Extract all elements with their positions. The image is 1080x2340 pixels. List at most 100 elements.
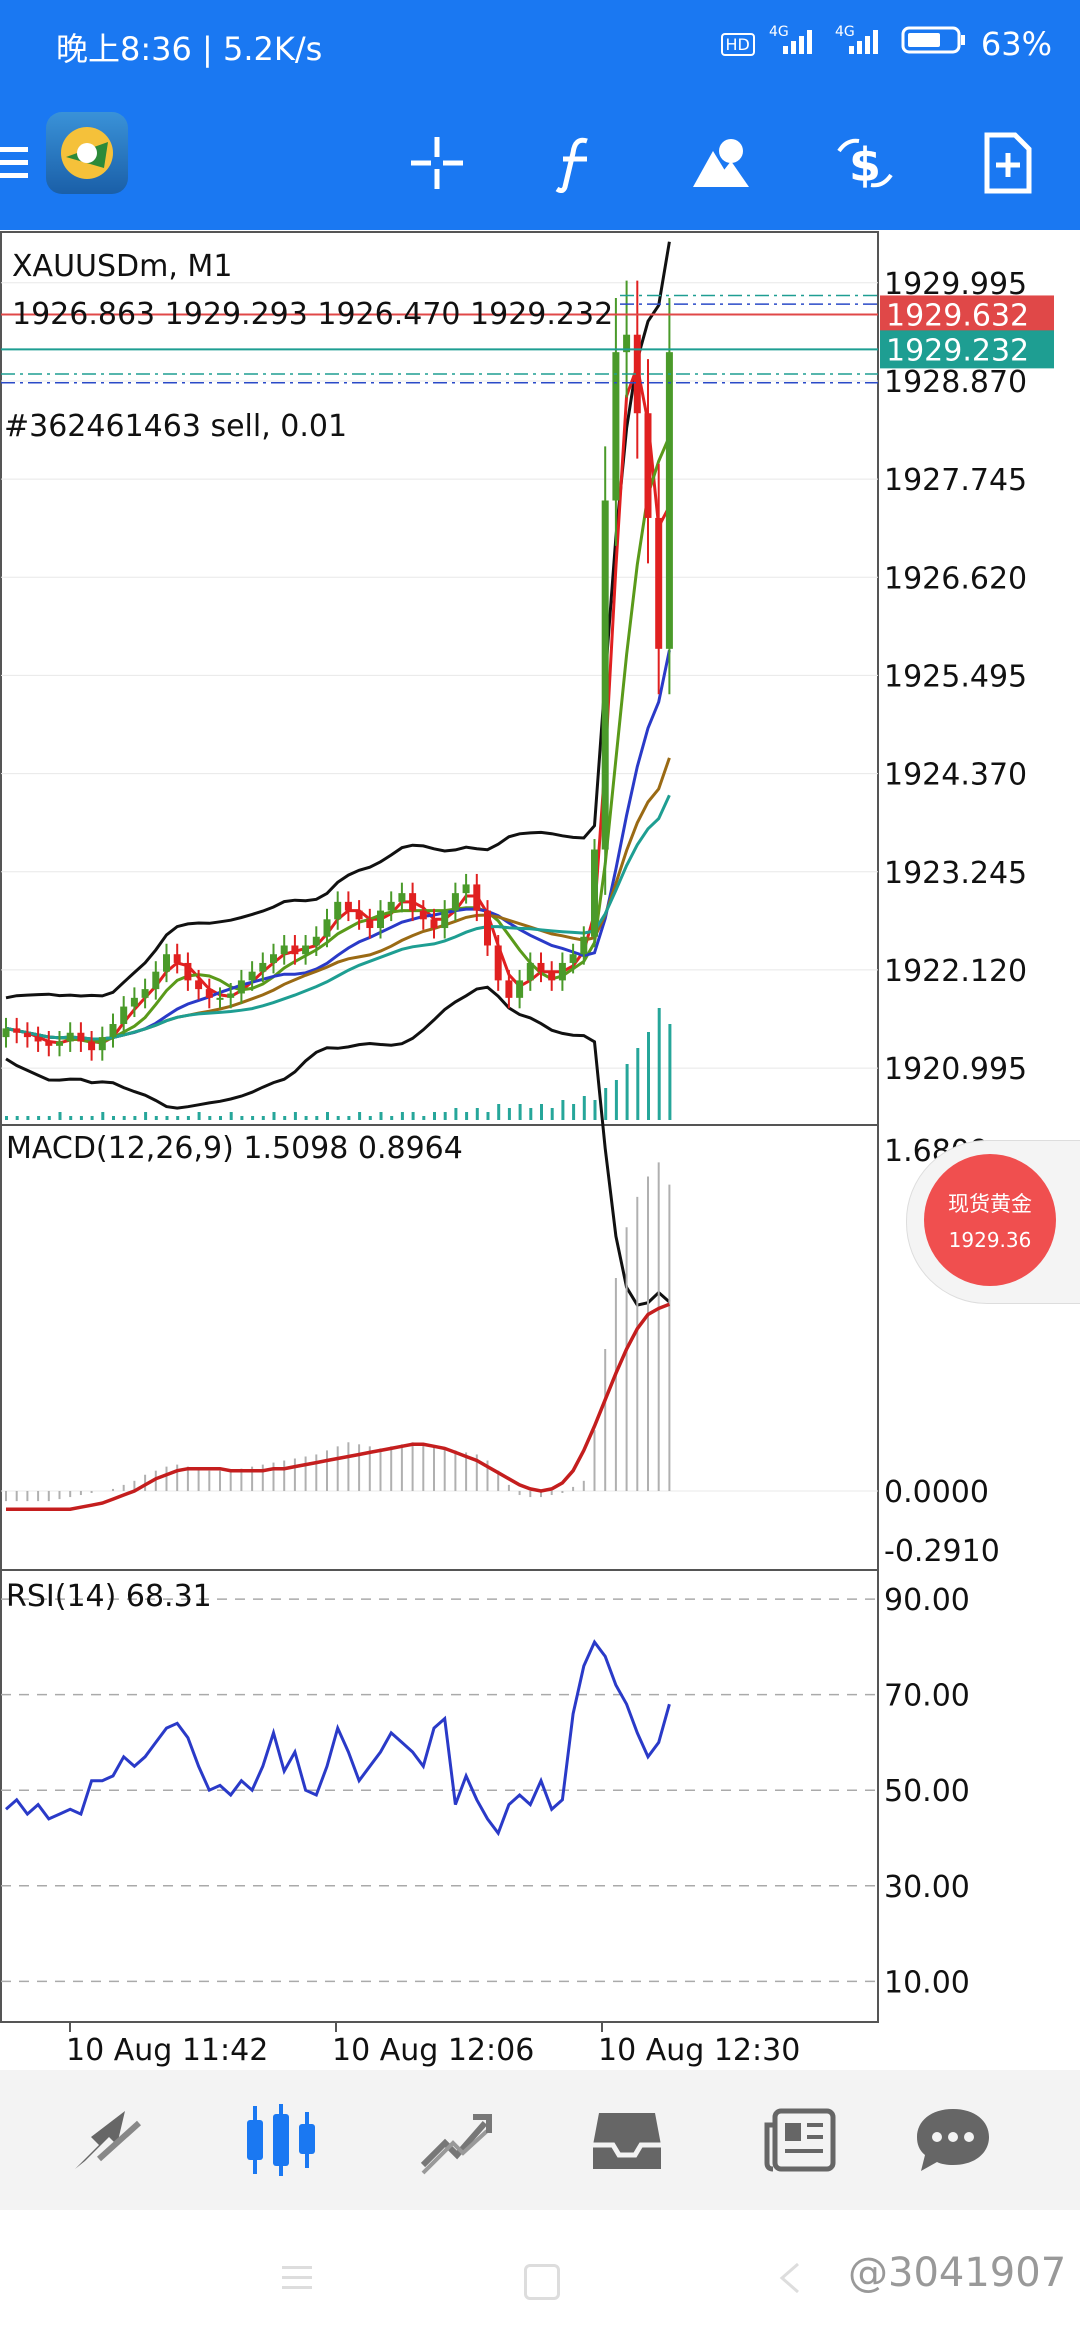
volume-bar bbox=[615, 1080, 618, 1120]
volume-bar bbox=[540, 1104, 543, 1120]
candle bbox=[3, 1028, 10, 1037]
time-tick-label: 10 Aug 12:06 bbox=[332, 2033, 534, 2068]
volume-bar bbox=[37, 1116, 40, 1120]
candle bbox=[431, 919, 438, 928]
nav-news[interactable] bbox=[746, 2090, 856, 2190]
candle bbox=[324, 919, 331, 936]
candle bbox=[56, 1041, 63, 1045]
candle bbox=[645, 413, 652, 518]
price-axis: 1929.995 1928.870 1927.745 1926.620 1925.495… bbox=[884, 267, 1027, 1087]
price-marker-label: 1929.232 bbox=[886, 333, 1029, 368]
price-tick-label: 1926.620 bbox=[884, 561, 1027, 596]
candle bbox=[356, 911, 363, 920]
home-icon[interactable] bbox=[524, 2264, 560, 2300]
rsi-axis: 90.0070.0050.0030.0010.00 bbox=[884, 1583, 970, 2000]
candle bbox=[559, 963, 566, 980]
chart-symbol-title: XAUUSDm, M1 bbox=[12, 249, 232, 284]
app-logo-icon[interactable] bbox=[46, 112, 128, 194]
candle bbox=[195, 980, 202, 989]
menu-icon[interactable] bbox=[0, 144, 28, 184]
candle bbox=[302, 945, 309, 954]
rsi-tick-label: 50.00 bbox=[884, 1774, 970, 1809]
volume-bar bbox=[16, 1116, 19, 1120]
volume-bar bbox=[112, 1116, 115, 1120]
candle bbox=[527, 963, 534, 980]
volume-bar bbox=[529, 1108, 532, 1120]
system-navigation-bar: @3041907 bbox=[0, 2210, 1080, 2340]
volume-bar bbox=[5, 1116, 8, 1120]
candle bbox=[217, 998, 224, 1000]
nav-history[interactable] bbox=[572, 2090, 682, 2190]
volume-bar bbox=[230, 1112, 233, 1120]
volume-bar bbox=[380, 1112, 383, 1120]
rsi-title: RSI(14) 68.31 bbox=[6, 1579, 212, 1614]
volume-bar bbox=[123, 1116, 126, 1120]
recent-apps-icon[interactable] bbox=[282, 2266, 312, 2290]
volume-bar bbox=[412, 1112, 415, 1120]
candle bbox=[666, 352, 673, 649]
signal-icon-2: 4G bbox=[835, 24, 887, 64]
volume-bar bbox=[519, 1104, 522, 1120]
candle bbox=[591, 850, 598, 937]
status-bar: 晚上8:36 | 5.2K/s HD 4G 4G 63% bbox=[0, 0, 1080, 96]
spot-gold-badge[interactable]: 现货黄金 1929.36 bbox=[906, 1140, 1080, 1302]
trade-dollar-icon[interactable]: $ bbox=[820, 118, 910, 208]
volume-bar bbox=[358, 1112, 361, 1120]
candle bbox=[495, 945, 502, 980]
volume-bar bbox=[315, 1116, 318, 1120]
volume-bar bbox=[240, 1116, 243, 1120]
volume-bar bbox=[91, 1116, 94, 1120]
volume-bar bbox=[572, 1104, 575, 1120]
time-tick-label: 10 Aug 11:42 bbox=[66, 2033, 268, 2068]
candle bbox=[120, 1007, 127, 1024]
nav-quotes[interactable] bbox=[52, 2090, 162, 2190]
candle bbox=[291, 945, 298, 954]
price-tick-label: 1923.245 bbox=[884, 856, 1027, 891]
crosshair-icon[interactable] bbox=[392, 118, 482, 208]
volume-bar bbox=[101, 1112, 104, 1120]
status-time: 晚上8:36 | 5.2K/s bbox=[56, 24, 322, 70]
candle bbox=[184, 963, 191, 980]
volume-bar bbox=[198, 1112, 201, 1120]
price-tick-label: 1920.995 bbox=[884, 1052, 1027, 1087]
volume-bar bbox=[636, 1048, 639, 1120]
rsi-path bbox=[6, 1642, 669, 1833]
candlestick-icon bbox=[241, 2102, 321, 2178]
nav-trade[interactable] bbox=[400, 2090, 510, 2190]
time-tick-label: 10 Aug 12:30 bbox=[598, 2033, 800, 2068]
main-grid bbox=[1, 283, 878, 1068]
price-tick-label: 1929.995 bbox=[884, 267, 1027, 302]
newspaper-icon bbox=[763, 2105, 839, 2175]
candle bbox=[206, 989, 213, 998]
candle bbox=[388, 902, 395, 911]
volume-bar bbox=[26, 1116, 29, 1120]
new-order-icon[interactable] bbox=[962, 118, 1052, 208]
nav-chart[interactable] bbox=[226, 2090, 336, 2190]
volume-bar bbox=[80, 1116, 83, 1120]
candle bbox=[345, 902, 352, 911]
candle bbox=[35, 1037, 42, 1041]
candle bbox=[131, 998, 138, 1007]
nav-messages[interactable] bbox=[898, 2090, 1008, 2190]
candle bbox=[409, 893, 416, 910]
candle bbox=[580, 937, 587, 954]
candle bbox=[142, 989, 149, 998]
signal-icon: 4G bbox=[769, 24, 821, 64]
candle bbox=[45, 1041, 52, 1045]
volume-bar bbox=[476, 1108, 479, 1120]
hd-icon: HD bbox=[721, 33, 755, 56]
objects-icon[interactable] bbox=[676, 118, 766, 208]
volume-bar bbox=[305, 1116, 308, 1120]
candle bbox=[249, 972, 256, 981]
candle bbox=[505, 980, 512, 997]
candle bbox=[238, 980, 245, 993]
candle bbox=[377, 911, 384, 928]
back-icon[interactable] bbox=[774, 2260, 804, 2300]
volume-bar bbox=[454, 1108, 457, 1120]
indicator-function-icon[interactable] bbox=[532, 118, 622, 208]
candle bbox=[67, 1033, 74, 1042]
volume-bar bbox=[347, 1116, 350, 1120]
macd-title: MACD(12,26,9) 1.5098 0.8964 bbox=[6, 1131, 463, 1166]
volume-bar bbox=[166, 1116, 169, 1120]
candle bbox=[441, 911, 448, 928]
